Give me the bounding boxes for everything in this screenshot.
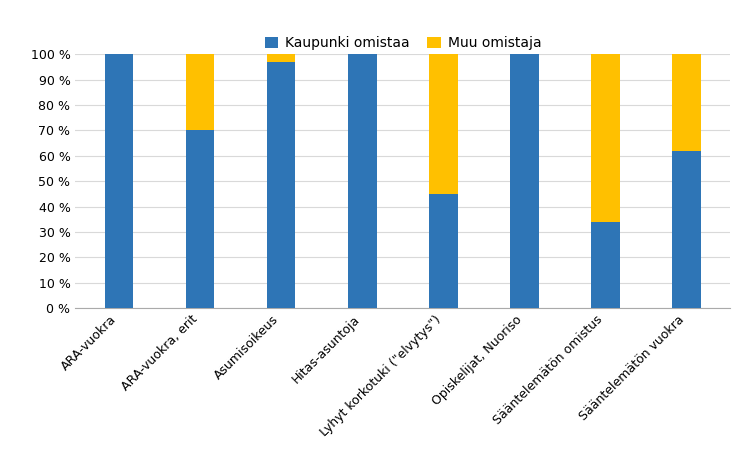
Bar bbox=[105, 54, 133, 308]
Bar bbox=[186, 130, 215, 308]
Bar bbox=[267, 62, 295, 308]
Bar bbox=[672, 54, 700, 151]
Bar bbox=[511, 54, 538, 308]
Bar bbox=[429, 194, 458, 308]
Bar bbox=[348, 54, 376, 308]
Bar bbox=[267, 54, 295, 62]
Bar bbox=[591, 222, 620, 308]
Bar bbox=[429, 54, 458, 194]
Legend: Kaupunki omistaa, Muu omistaja: Kaupunki omistaa, Muu omistaja bbox=[259, 31, 547, 56]
Bar bbox=[186, 54, 215, 130]
Bar bbox=[591, 54, 620, 222]
Bar bbox=[672, 151, 700, 308]
